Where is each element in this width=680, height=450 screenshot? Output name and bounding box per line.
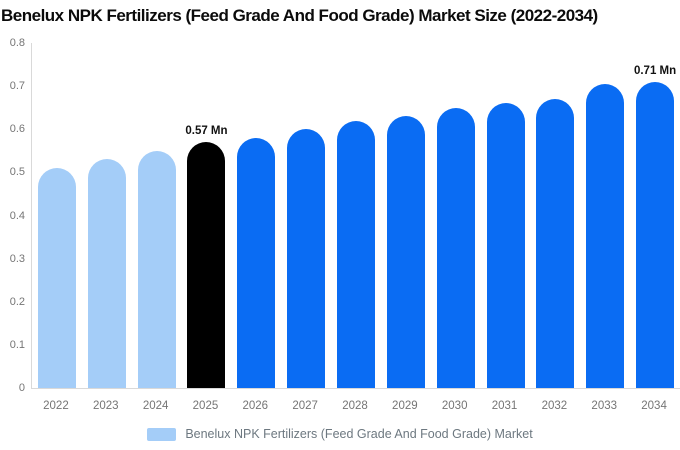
x-tick-label-2023: 2023	[92, 400, 119, 412]
y-tick-label-0.1: 0.1	[9, 338, 25, 351]
legend-swatch	[147, 427, 177, 441]
bar-2034	[636, 81, 675, 388]
x-tick-label-2022: 2022	[43, 400, 69, 412]
y-tick-label-0.4: 0.4	[9, 209, 25, 222]
bar-2024	[137, 150, 176, 388]
x-axis: 2022 2023 2024 2025 2026 2027 2028 2029 2030 2031…	[31, 400, 679, 416]
y-tick-label-0.2: 0.2	[9, 295, 25, 308]
bar-2032	[536, 99, 575, 388]
x-tick-label-2030: 2030	[441, 400, 468, 412]
chart-title: Benelux NPK Fertilizers (Feed Grade And …	[1, 6, 598, 25]
x-tick-label-2034: 2034	[641, 400, 667, 412]
legend: Benelux NPK Fertilizers (Feed Grade And …	[0, 427, 680, 441]
y-tick-label-0.3: 0.3	[9, 252, 25, 265]
plot-area: 0.57 Mn 0.71 Mn	[31, 43, 680, 389]
x-tick-label-2029: 2029	[392, 400, 418, 412]
x-tick-label-2031: 2031	[491, 400, 518, 412]
x-tick-label-2024: 2024	[142, 400, 169, 412]
bar-2027	[287, 129, 326, 388]
bar-2026	[237, 137, 276, 388]
x-tick-label-2028: 2028	[342, 400, 368, 412]
bar-2023	[87, 159, 126, 388]
x-tick-label-2026: 2026	[242, 400, 269, 412]
x-tick-label-2033: 2033	[591, 400, 618, 412]
y-axis: 0.8 0.7 0.6 0.5 0.4 0.3 0.2 0.1 0	[0, 37, 25, 394]
bar-2030	[436, 107, 475, 388]
bar-value-label-2025: 0.57 Mn	[185, 125, 228, 138]
bar-2025	[187, 142, 226, 388]
legend-label: Benelux NPK Fertilizers (Feed Grade And …	[185, 427, 533, 441]
bar-2029	[386, 116, 425, 388]
y-tick-label-0: 0	[18, 382, 25, 394]
y-tick-label-0.7: 0.7	[9, 80, 25, 93]
bar-2033	[586, 83, 625, 388]
y-tick-label-0.5: 0.5	[9, 166, 25, 179]
x-tick-label-2032: 2032	[541, 400, 568, 412]
bar-value-label-2034: 0.71 Mn	[633, 64, 677, 77]
x-tick-label-2025: 2025	[192, 400, 219, 412]
bar-2031	[486, 103, 525, 388]
y-tick-label-0.8: 0.8	[9, 37, 25, 49]
bar-2028	[337, 120, 375, 388]
bar-2022	[37, 168, 76, 388]
x-tick-label-2027: 2027	[292, 400, 318, 412]
y-tick-label-0.6: 0.6	[9, 123, 25, 136]
